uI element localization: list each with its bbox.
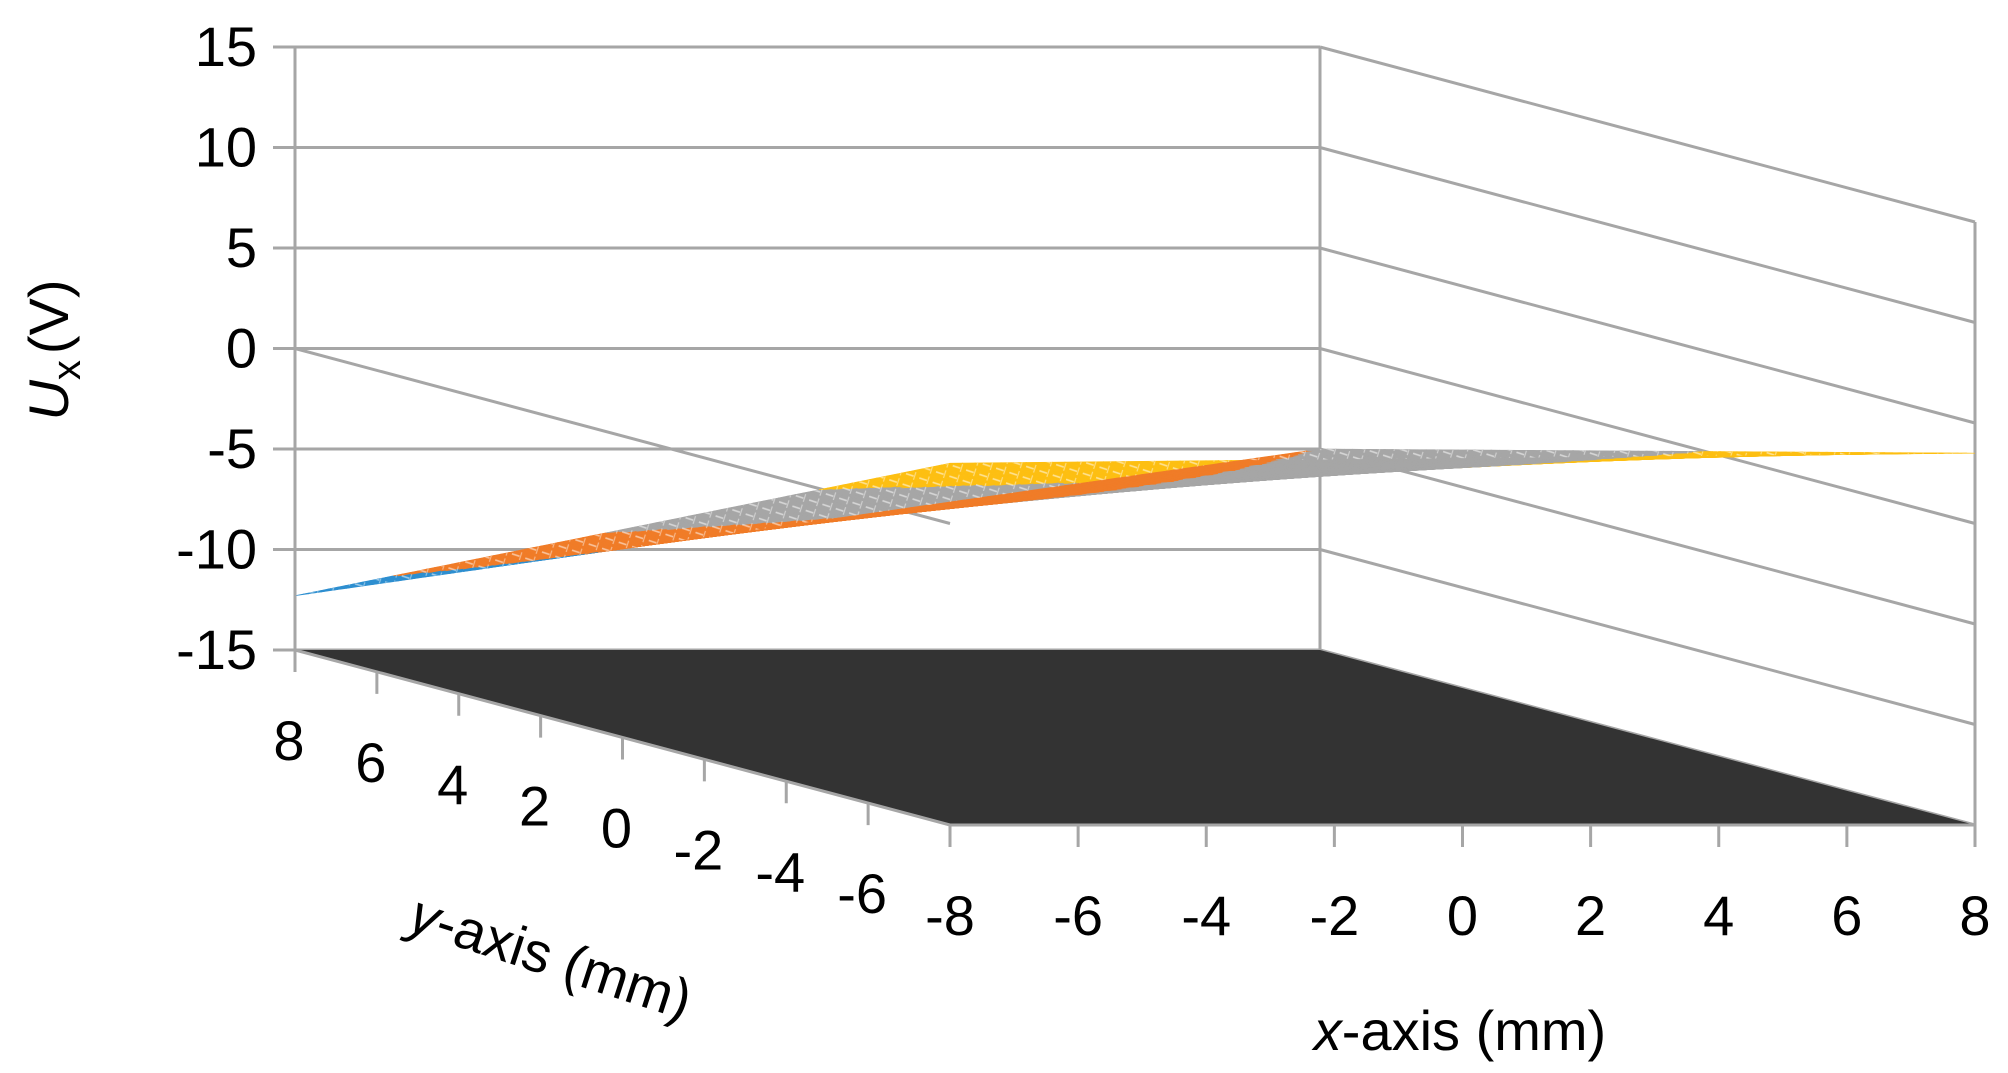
floor-plane xyxy=(295,650,1975,825)
side-wall-gridline xyxy=(1319,347,1976,525)
surface-bands xyxy=(294,448,1976,597)
side-wall-gridline xyxy=(1319,447,1976,626)
side-wall-gridline xyxy=(1319,146,1976,324)
side-wall-gridline xyxy=(1319,548,1976,726)
side-wall-gridline xyxy=(1319,246,1976,425)
side-wall-gridline xyxy=(1319,45,1976,224)
chart-floor xyxy=(295,650,1975,825)
